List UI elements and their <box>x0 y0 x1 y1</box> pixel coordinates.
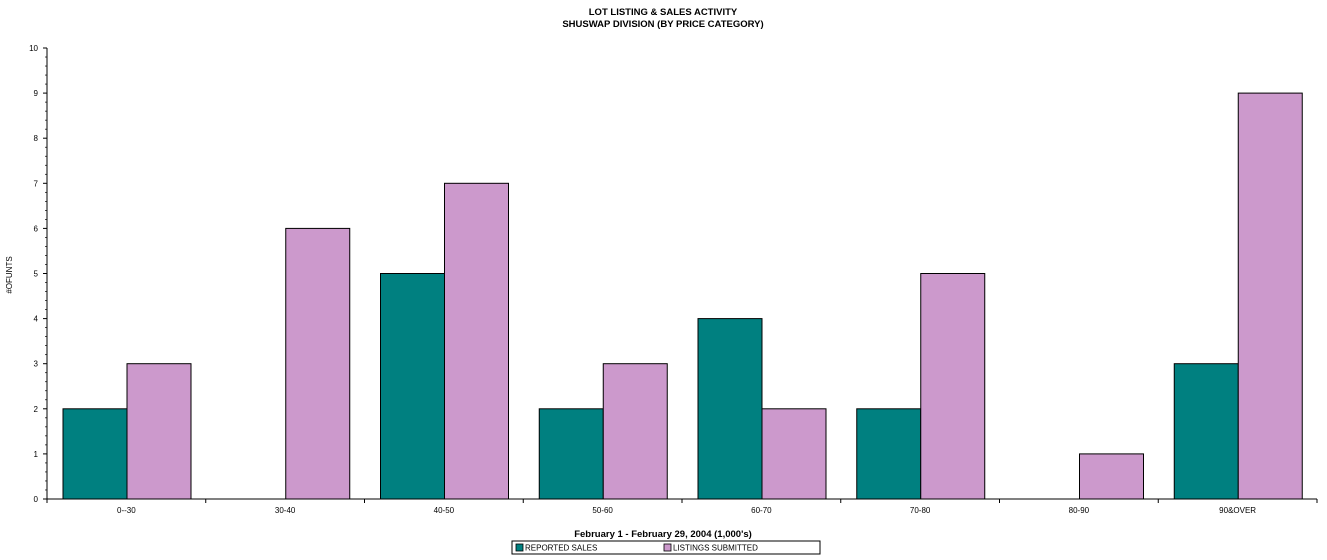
bar-reported-sales <box>1173 363 1239 500</box>
bars <box>62 92 1303 500</box>
y-tick-label: 1 <box>34 450 39 459</box>
x-tick-label: 50-60 <box>592 506 613 515</box>
bar-reported-sales <box>697 318 763 500</box>
legend: REPORTED SALES LISTINGS SUBMITTED <box>511 540 821 555</box>
tick-labels: 0 1 2 3 4 5 6 7 8 9 10 0--30 30-40 40-50 50-60 60-70 70-… <box>29 44 1256 515</box>
y-tick-label: 6 <box>34 224 39 233</box>
y-tick-label: 3 <box>34 360 39 369</box>
axes <box>43 47 1318 503</box>
y-tick-label: 7 <box>34 179 39 188</box>
legend-label-listings-submitted: LISTINGS SUBMITTED <box>673 544 758 553</box>
bar-reported-sales <box>380 273 445 500</box>
bar-listings-submitted <box>444 182 509 500</box>
bar-listings-submitted <box>920 273 986 500</box>
x-tick-label: 40-50 <box>434 506 455 515</box>
x-tick-label: 60-70 <box>751 506 772 515</box>
x-tick-label: 30-40 <box>275 506 296 515</box>
y-tick-label: 5 <box>34 270 39 279</box>
y-tick-label: 2 <box>34 405 39 414</box>
x-tick-label: 80-90 <box>1069 506 1090 515</box>
legend-swatch-reported-sales <box>515 543 524 552</box>
x-tick-label: 90&OVER <box>1219 506 1256 515</box>
legend-label-reported-sales: REPORTED SALES <box>525 544 597 553</box>
x-tick-label: 70-80 <box>910 506 931 515</box>
bar-listings-submitted <box>126 363 192 500</box>
y-tick-label: 9 <box>34 89 39 98</box>
bar-listings-submitted <box>1237 92 1303 500</box>
chart-title: LOT LISTING & SALES ACTIVITY <box>589 7 738 18</box>
bar-listings-submitted <box>1079 453 1144 500</box>
x-tick-label: 0--30 <box>117 506 136 515</box>
bar-reported-sales <box>62 408 128 500</box>
bar-reported-sales <box>856 408 922 500</box>
y-tick-label: 10 <box>29 44 38 53</box>
x-axis-label: February 1 - February 29, 2004 (1,000's) <box>574 529 752 540</box>
y-tick-label: 0 <box>34 495 39 504</box>
bar-reported-sales <box>538 408 604 500</box>
y-tick-label: 8 <box>34 134 39 143</box>
y-tick-label: 4 <box>34 315 39 324</box>
bar-listings-submitted <box>285 227 351 500</box>
bar-listings-submitted <box>602 363 668 500</box>
chart-subtitle: SHUSWAP DIVISION (BY PRICE CATEGORY) <box>562 19 763 30</box>
y-axis-label: #OFUNTS <box>5 256 14 293</box>
legend-swatch-listings-submitted <box>663 543 672 552</box>
bar-listings-submitted <box>761 408 827 500</box>
